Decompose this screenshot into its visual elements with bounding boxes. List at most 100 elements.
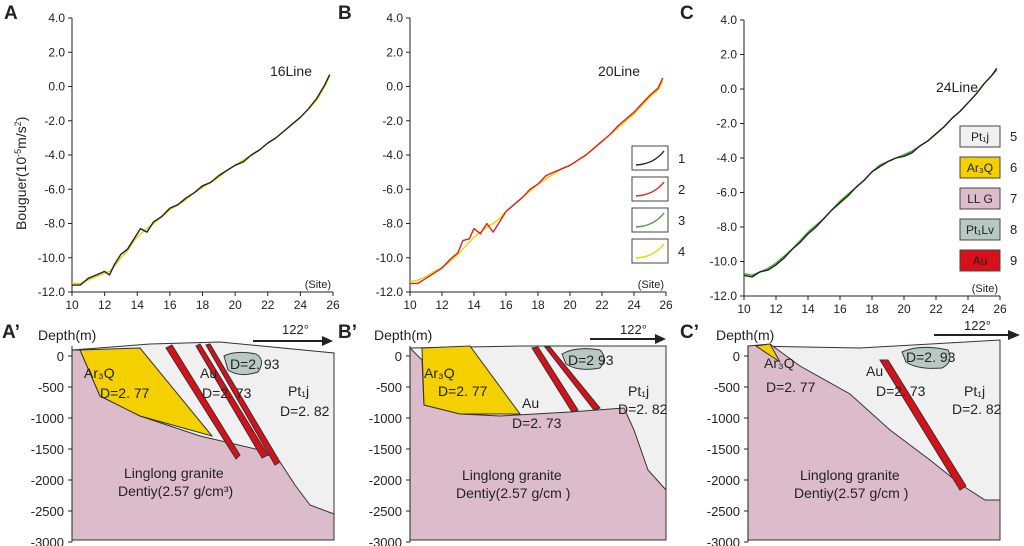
site-label: (Site) — [305, 279, 331, 291]
y-tick-label: -12.0 — [376, 285, 404, 299]
unit-pt1lv — [901, 346, 951, 369]
legend-unit-8: Pt₁Lv — [966, 223, 994, 237]
legend-number-7: 7 — [1010, 191, 1017, 206]
y-tick-label: -12.0 — [710, 289, 738, 303]
y-tick-label: -10.0 — [38, 251, 66, 265]
legend-swatch-2 — [635, 181, 665, 197]
granite-label: Linglong granite — [800, 467, 900, 483]
section-c-prime: Depth(m) 122° 0 -500 -1000 -1500 -2000 -2500 -… — [707, 318, 1020, 546]
y-axis-label: Bouguer(10-5m/s2) — [13, 117, 29, 230]
ar3q-label: Ar₃Q — [764, 355, 795, 371]
au-label: Au — [522, 395, 539, 411]
au-label: Au — [200, 365, 217, 381]
unit-pt1lv — [561, 348, 605, 370]
panel-letter-a: A — [4, 3, 18, 24]
depth-label: Depth(m) — [374, 327, 432, 343]
chart-b: 4.0 2.0 0.0 -2.0 -4.0 -6.0 -8.0 -10.0 -12.010 12 1… — [376, 11, 673, 312]
legend-box-2 — [631, 176, 669, 202]
legend-line-styles: 1 2 3 4 — [631, 145, 685, 264]
ar3q-label: Ar₃Q — [84, 365, 115, 381]
x-tick-label: 20 — [897, 302, 911, 316]
panel-letter-c-prime: C’ — [680, 322, 699, 343]
pt1j-density: D=2. 82 — [952, 401, 1002, 417]
depth-tick-label: -1000 — [707, 411, 740, 426]
direction-label: 122° — [620, 322, 647, 337]
unit-ar3q — [79, 347, 214, 437]
y-tick-label: -2.0 — [716, 117, 737, 131]
legend-rock-units: Pt₁j 5 Ar₃Q 6 LL G 7 Pt₁Lv 8 Au 9 — [959, 125, 1017, 272]
y-tick-label: -6.0 — [382, 182, 403, 196]
y-tick-label: -6.0 — [716, 186, 737, 200]
y-tick-label: -10.0 — [376, 251, 404, 265]
y-tick-label: -4.0 — [382, 148, 403, 162]
x-tick-label: 16 — [833, 302, 847, 316]
depth-tick-label: -1500 — [707, 442, 740, 457]
pt1j-label: Pt₁j — [964, 383, 985, 399]
legend-unit-7: LL G — [967, 192, 993, 206]
direction-arrow — [934, 330, 1020, 340]
y-tick-label: 0.0 — [720, 82, 737, 96]
x-tick-label: 18 — [196, 298, 210, 312]
depth-tick-label: -500 — [376, 380, 402, 395]
series-line-1 — [72, 74, 331, 286]
y-tick-label: -2.0 — [44, 114, 65, 128]
ar3q-density: D=2. 77 — [766, 379, 816, 395]
y-tick-label: 2.0 — [720, 48, 737, 62]
panel-letter-b-prime: B’ — [338, 322, 357, 343]
section-b-prime: Depth(m) 122° 0 -500 -1000 -1500 -2000 -2500 -… — [369, 322, 668, 546]
legend-box-8 — [959, 218, 1001, 241]
legend-box-9 — [959, 249, 1001, 272]
legend-label-2: 2 — [678, 182, 685, 197]
chart-a: 4.0 2.0 0.0 -2.0 -4.0 -6.0 -8.0 -10.0 -12.010 12 1… — [38, 11, 340, 312]
x-tick-label: 16 — [499, 298, 513, 312]
depth-label: Depth(m) — [38, 327, 96, 343]
granite-density: Dentiy(2.57 g/cm ) — [456, 485, 570, 501]
x-tick-label: 22 — [929, 302, 943, 316]
series-line-4 — [72, 75, 331, 285]
site-label: (Site) — [638, 279, 664, 291]
legend-box-6 — [959, 156, 1001, 179]
y-tick-label: -6.0 — [44, 182, 65, 196]
site-label: (Site) — [972, 283, 998, 295]
au-label: Au — [866, 363, 883, 379]
x-tick-label: 22 — [261, 298, 275, 312]
section-a-prime: Depth(m) 122° 0 -500 -1000 -1500 -2000 -2500 -… — [31, 322, 335, 546]
series-line-2 — [410, 77, 664, 285]
depth-tick-label: -3000 — [31, 535, 64, 546]
depth-tick-label: -3000 — [707, 535, 740, 546]
granite-density: Dentiy(2.57 g/cm ) — [794, 485, 908, 501]
x-tick-label: 18 — [865, 302, 879, 316]
legend-box-1 — [631, 145, 669, 171]
x-tick-label: 12 — [769, 302, 783, 316]
x-tick-label: 10 — [737, 302, 751, 316]
granite-density: Dentiy(2.57 g/cm³) — [118, 483, 233, 499]
depth-tick-label: -2500 — [31, 504, 64, 519]
y-tick-label: -8.0 — [44, 217, 65, 231]
legend-number-5: 5 — [1010, 129, 1017, 144]
x-tick-label: 16 — [163, 298, 177, 312]
x-tick-label: 26 — [326, 298, 340, 312]
legend-box-5 — [959, 125, 1001, 148]
depth-tick-label: -1000 — [31, 411, 64, 426]
legend-unit-5: Pt₁j — [971, 130, 989, 144]
au-vein-2 — [543, 346, 601, 411]
y-tick-label: 0.0 — [48, 80, 65, 94]
legend-box-3 — [631, 207, 669, 233]
au-vein-3 — [205, 343, 281, 466]
y-tick-label: -8.0 — [716, 220, 737, 234]
y-tick-label: 4.0 — [386, 11, 403, 25]
depth-tick-label: -2000 — [31, 473, 64, 488]
au-density: D=2. 73 — [512, 415, 562, 431]
y-tick-label: 2.0 — [48, 45, 65, 59]
panel-letter-a-prime: A’ — [2, 322, 20, 343]
depth-tick-label: -500 — [38, 380, 64, 395]
x-tick-label: 24 — [294, 298, 308, 312]
direction-arrow — [590, 334, 666, 344]
depth-tick-label: -1500 — [31, 442, 64, 457]
au-vein-1 — [165, 344, 241, 460]
x-tick-label: 24 — [627, 298, 641, 312]
unit-granite — [747, 343, 1001, 541]
x-tick-label: 26 — [659, 298, 673, 312]
y-tick-label: -12.0 — [38, 285, 66, 299]
depth-tick-label: -3000 — [369, 535, 402, 546]
